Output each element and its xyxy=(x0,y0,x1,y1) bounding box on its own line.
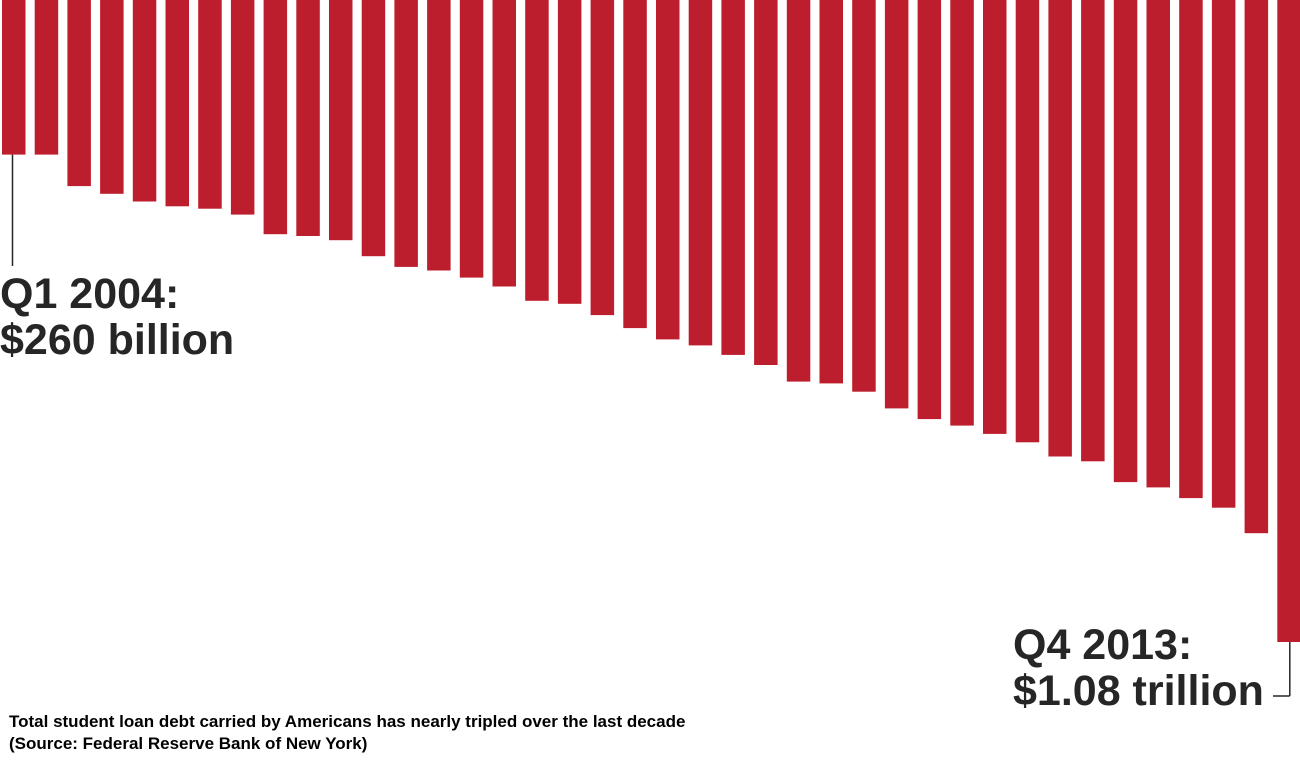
bar-q4-2006 xyxy=(361,0,386,257)
bar-q1-2007 xyxy=(394,0,418,267)
callout-start-value: $260 billion xyxy=(0,316,235,364)
bar-q1-2012 xyxy=(1048,0,1072,457)
bar-q4-2007 xyxy=(492,0,516,287)
bar-q1-2006 xyxy=(263,0,288,235)
bar-q3-2009 xyxy=(721,0,745,355)
bar-q4-2009 xyxy=(754,0,778,365)
bar-q1-2004 xyxy=(2,0,26,155)
chart-caption: Total student loan debt carried by Ameri… xyxy=(9,711,685,755)
bar-q2-2013 xyxy=(1211,0,1236,508)
bar-q4-2013 xyxy=(1277,0,1300,642)
bar-q2-2010 xyxy=(819,0,843,384)
bar-q3-2007 xyxy=(459,0,484,278)
bar-q2-2004 xyxy=(34,0,59,155)
bar-q3-2006 xyxy=(329,0,353,241)
bars-group xyxy=(2,0,1300,642)
bar-q3-2010 xyxy=(852,0,876,392)
bar-q4-2012 xyxy=(1146,0,1170,488)
bar-q3-2012 xyxy=(1113,0,1138,483)
bar-q1-2013 xyxy=(1179,0,1203,499)
bar-q2-2007 xyxy=(427,0,451,271)
bar-q1-2010 xyxy=(786,0,811,382)
bar-q3-2005 xyxy=(198,0,222,209)
bar-q3-2011 xyxy=(983,0,1007,434)
bar-q1-2008 xyxy=(525,0,549,301)
bar-q4-2010 xyxy=(884,0,909,409)
bar-q3-2004 xyxy=(67,0,91,187)
bar-q2-2005 xyxy=(165,0,189,207)
callout-end-period: Q4 2013: xyxy=(1013,621,1193,669)
callout-end-value: $1.08 trillion xyxy=(1013,667,1264,715)
bar-q4-2005 xyxy=(230,0,255,215)
bar-q2-2011 xyxy=(950,0,974,426)
callout-start: Q1 2004: $260 billion xyxy=(0,271,234,363)
caption-source: (Source: Federal Reserve Bank of New Yor… xyxy=(9,734,368,753)
bar-q1-2009 xyxy=(656,0,680,340)
bar-q4-2008 xyxy=(623,0,647,329)
bar-q2-2006 xyxy=(296,0,320,236)
bar-q3-2008 xyxy=(590,0,615,316)
callout-start-period: Q1 2004: xyxy=(0,270,180,318)
bar-q2-2009 xyxy=(688,0,713,346)
bar-q4-2011 xyxy=(1015,0,1040,443)
callout-end: Q4 2013: $1.08 trillion xyxy=(1013,622,1264,714)
bar-q4-2004 xyxy=(100,0,124,194)
bar-q2-2012 xyxy=(1081,0,1105,462)
bar-q2-2008 xyxy=(557,0,582,304)
bar-q3-2013 xyxy=(1244,0,1269,534)
caption-title: Total student loan debt carried by Ameri… xyxy=(9,712,686,731)
bar-q1-2005 xyxy=(132,0,157,202)
leader-lines-group xyxy=(11,154,1291,697)
bar-q1-2011 xyxy=(917,0,942,420)
